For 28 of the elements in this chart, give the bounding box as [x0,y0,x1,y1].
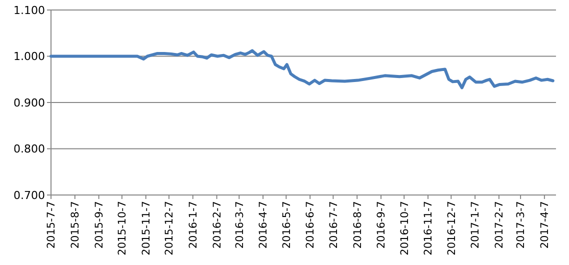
x-tick-label: 2017-4-7 [539,201,552,249]
x-tick-label: 2016-12-7 [446,201,458,256]
x-tick-label: 2015-8-7 [70,201,82,249]
y-tick-label: 1.100 [14,4,45,17]
x-tick-label: 2016-4-7 [258,201,270,249]
x-tick-label: 2016-9-7 [376,201,388,249]
y-tick-label: 1.000 [14,50,45,64]
x-tick-label: 2016-10-7 [398,201,411,256]
x-tick-label: 2016-3-7 [234,201,246,249]
x-tick-label: 2015-10-7 [116,201,129,256]
x-tick-label: 2016-5-7 [280,201,293,249]
x-tick-label: 2016-1-7 [188,201,200,249]
x-tick-label: 2016-6-7 [304,201,317,249]
x-tick-label: 2015-12-7 [164,201,176,256]
x-tick-label: 2017-3-7 [515,201,528,249]
y-tick-label: 0.900 [14,96,45,110]
x-tick-label: 2017-1-7 [470,201,482,249]
x-tick-label: 2015-11-7 [140,201,153,256]
x-tick-label: 2017-2-7 [494,201,506,249]
y-tick-label: 0.800 [14,142,45,156]
x-tick-label: 2016-2-7 [211,201,224,249]
x-tick-label: 2015-9-7 [93,201,106,249]
line-series [50,49,554,90]
y-tick-label: 0.700 [14,188,45,202]
x-tick-label: 2015-7-7 [46,201,58,249]
x-tick-label: 2016-8-7 [352,201,364,249]
x-tick-label: 2016-7-7 [328,201,340,249]
x-tick-label: 2016-11-7 [422,201,435,256]
